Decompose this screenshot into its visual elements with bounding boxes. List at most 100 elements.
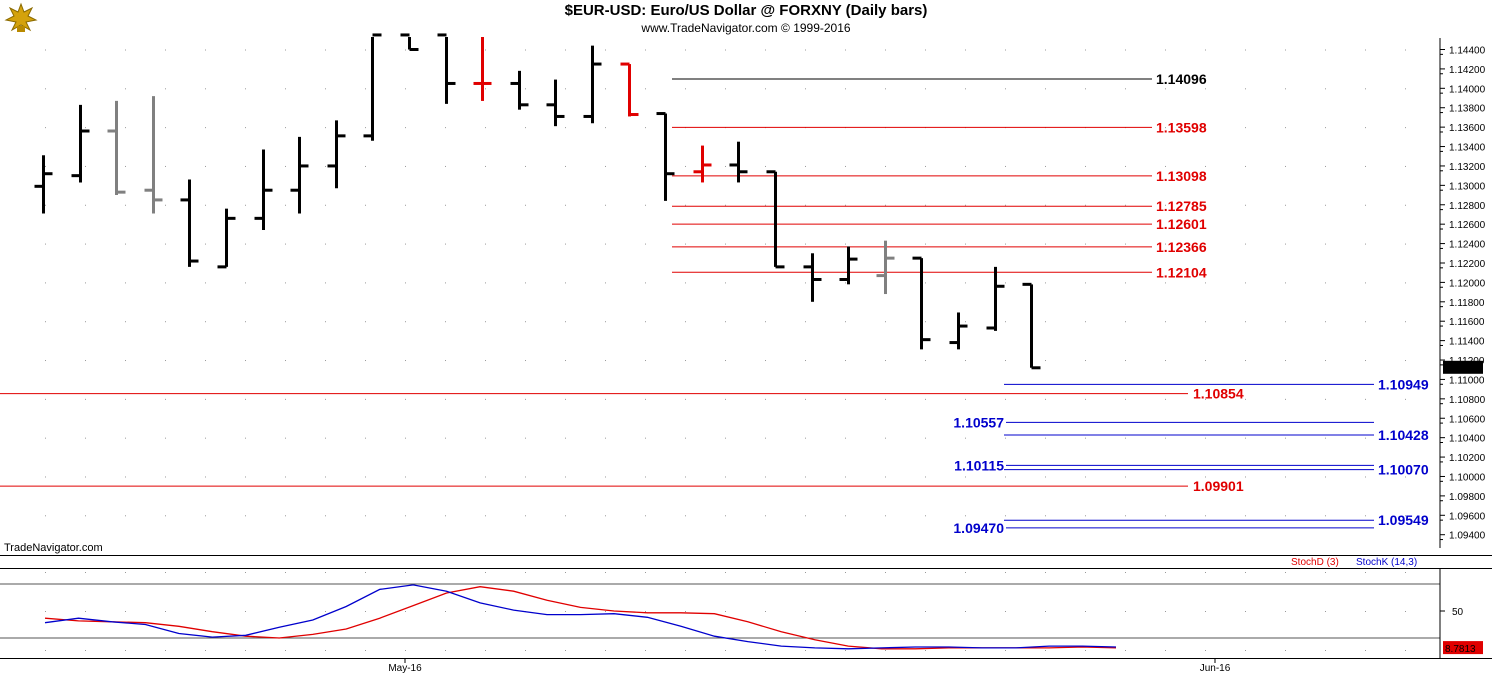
grid-dot bbox=[1285, 165, 1286, 167]
grid-dot bbox=[925, 515, 926, 517]
grid-dot bbox=[85, 572, 86, 573]
grid-dot bbox=[285, 88, 286, 90]
grid-dot bbox=[405, 243, 406, 245]
grid-dot bbox=[965, 572, 966, 573]
grid-dot bbox=[325, 321, 326, 323]
grid-dot bbox=[1125, 611, 1126, 612]
grid-dot bbox=[725, 165, 726, 167]
grid-dot bbox=[1205, 49, 1206, 51]
grid-dot bbox=[725, 611, 726, 612]
grid-dot bbox=[1245, 321, 1246, 323]
grid-dot bbox=[1405, 49, 1406, 51]
grid-dot bbox=[805, 243, 806, 245]
grid-dot bbox=[1165, 321, 1166, 323]
grid-dot bbox=[765, 398, 766, 400]
grid-dot bbox=[85, 650, 86, 651]
axis-tick-label: 1.09800 bbox=[1449, 492, 1486, 503]
grid-dot bbox=[565, 515, 566, 517]
grid-dot bbox=[1365, 437, 1366, 439]
axis-tick-label: 1.12000 bbox=[1449, 278, 1486, 289]
grid-dot bbox=[1405, 243, 1406, 245]
grid-dot bbox=[1205, 165, 1206, 167]
grid-dot bbox=[1085, 650, 1086, 651]
axis-tick-label: 1.10000 bbox=[1449, 472, 1486, 483]
grid-dot bbox=[565, 88, 566, 90]
grid-dot bbox=[605, 437, 606, 439]
grid-dot bbox=[405, 127, 406, 129]
grid-dot bbox=[765, 611, 766, 612]
grid-dot bbox=[45, 282, 46, 284]
grid-dot bbox=[725, 49, 726, 51]
grid-dot bbox=[445, 321, 446, 323]
grid-dot bbox=[1125, 282, 1126, 284]
grid-dot bbox=[205, 165, 206, 167]
grid-dot bbox=[845, 204, 846, 206]
grid-dot bbox=[525, 49, 526, 51]
grid-dot bbox=[1285, 572, 1286, 573]
grid-dot bbox=[485, 515, 486, 517]
grid-dot bbox=[45, 611, 46, 612]
axis-tick-label: 1.12200 bbox=[1449, 259, 1486, 270]
grid-dot bbox=[125, 515, 126, 517]
level-label-blue-left: 1.10115 bbox=[954, 457, 1004, 473]
grid-dot bbox=[85, 398, 86, 400]
grid-dot bbox=[845, 515, 846, 517]
grid-dot bbox=[525, 88, 526, 90]
ohlc-bar bbox=[254, 149, 273, 230]
grid-dot bbox=[365, 650, 366, 651]
grid-dot bbox=[1085, 165, 1086, 167]
grid-dot bbox=[605, 204, 606, 206]
grid-dot bbox=[1005, 515, 1006, 517]
grid-dot bbox=[805, 165, 806, 167]
grid-dot bbox=[485, 49, 486, 51]
grid-dot bbox=[885, 650, 886, 651]
grid-dot bbox=[285, 49, 286, 51]
grid-dot bbox=[165, 650, 166, 651]
grid-dot bbox=[1405, 476, 1406, 478]
grid-dot bbox=[365, 611, 366, 612]
x-axis-label: May-16 bbox=[388, 663, 422, 674]
grid-dot bbox=[525, 127, 526, 129]
ohlc-bar bbox=[803, 253, 822, 302]
grid-dot bbox=[445, 360, 446, 362]
grid-dot bbox=[645, 204, 646, 206]
grid-dot bbox=[645, 650, 646, 651]
grid-dot bbox=[1405, 282, 1406, 284]
level-label-blue-right: 1.09549 bbox=[1378, 512, 1429, 528]
ohlc-bar bbox=[620, 62, 639, 117]
grid-dot bbox=[1165, 282, 1166, 284]
grid-dot bbox=[1005, 88, 1006, 90]
grid-dot bbox=[1245, 88, 1246, 90]
ohlc-bar bbox=[546, 79, 565, 127]
grid-dot bbox=[245, 165, 246, 167]
grid-dot bbox=[925, 165, 926, 167]
stoch-k-line bbox=[44, 584, 1117, 650]
grid-dot bbox=[245, 127, 246, 129]
grid-dot bbox=[285, 127, 286, 129]
grid-dot bbox=[125, 572, 126, 573]
grid-dot bbox=[1245, 360, 1246, 362]
level-label-red: 1.13598 bbox=[1156, 119, 1207, 135]
grid-dot bbox=[1045, 321, 1046, 323]
grid-dot bbox=[1365, 204, 1366, 206]
grid-dot bbox=[645, 360, 646, 362]
grid-dot bbox=[885, 398, 886, 400]
grid-dot bbox=[1205, 650, 1206, 651]
axis-tick-label: 1.14400 bbox=[1449, 46, 1486, 57]
grid-dot bbox=[125, 165, 126, 167]
price-axis: 1.14400 1.14200 1.14000 1.13800 1.13600 1.134… bbox=[4, 38, 1486, 554]
grid-dot bbox=[1325, 476, 1326, 478]
grid-dot bbox=[685, 49, 686, 51]
grid-dot bbox=[325, 243, 326, 245]
grid-dot bbox=[525, 165, 526, 167]
grid-dot bbox=[1245, 476, 1246, 478]
grid-dot bbox=[445, 476, 446, 478]
grid-dot bbox=[1005, 572, 1006, 573]
grid-dot bbox=[605, 360, 606, 362]
grid-dot bbox=[885, 360, 886, 362]
grid-dot bbox=[85, 127, 86, 129]
grid-dot bbox=[1325, 88, 1326, 90]
grid-dot bbox=[565, 476, 566, 478]
grid-dot bbox=[725, 437, 726, 439]
grid-dot bbox=[325, 476, 326, 478]
